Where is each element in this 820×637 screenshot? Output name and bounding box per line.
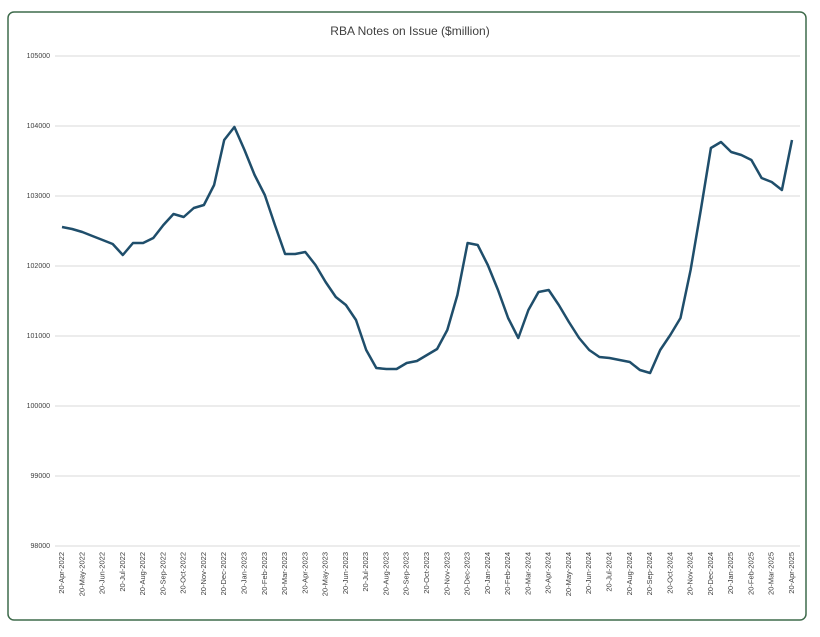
x-tick-label: 20-Jan-2023 xyxy=(239,552,248,594)
x-tick-label: 20-Apr-2023 xyxy=(300,552,309,594)
x-tick-label: 20-Jun-2023 xyxy=(341,552,350,594)
x-tick-label: 20-Mar-2025 xyxy=(767,552,776,595)
y-tick-label: 100000 xyxy=(27,403,50,410)
x-tick-label: 20-Feb-2023 xyxy=(260,552,269,595)
x-tick-label: 20-Oct-2023 xyxy=(422,552,431,594)
x-tick-label: 20-Apr-2022 xyxy=(57,552,66,594)
x-tick-label: 20-Jun-2024 xyxy=(584,552,593,594)
y-tick-label: 102000 xyxy=(27,263,50,270)
x-tick-label: 20-Sep-2023 xyxy=(402,552,411,595)
x-tick-label: 20-May-2024 xyxy=(564,552,573,596)
chart-frame xyxy=(7,11,807,621)
x-tick-label: 20-May-2023 xyxy=(321,552,330,596)
x-tick-label: 20-Aug-2022 xyxy=(138,552,147,595)
x-tick-label: 20-Feb-2024 xyxy=(503,552,512,595)
x-tick-label: 20-Jul-2023 xyxy=(361,552,370,592)
x-tick-label: 20-Nov-2022 xyxy=(199,552,208,595)
x-tick-label: 20-Oct-2022 xyxy=(179,552,188,594)
x-tick-label: 20-Jan-2025 xyxy=(726,552,735,594)
x-tick-label: 20-Feb-2025 xyxy=(746,552,755,595)
x-tick-label: 20-Apr-2025 xyxy=(787,552,796,594)
x-tick-label: 20-Mar-2024 xyxy=(523,552,532,595)
x-tick-label: 20-Apr-2024 xyxy=(544,552,553,594)
x-tick-label: 20-Oct-2024 xyxy=(665,552,674,594)
x-tick-label: 20-Dec-2022 xyxy=(219,552,228,595)
x-tick-label: 20-Nov-2023 xyxy=(442,552,451,595)
y-tick-label: 99000 xyxy=(31,473,51,480)
y-tick-label: 105000 xyxy=(27,53,50,60)
x-tick-label: 20-Jan-2024 xyxy=(483,552,492,594)
x-tick-label: 20-Mar-2023 xyxy=(280,552,289,595)
y-tick-label: 101000 xyxy=(27,333,50,340)
y-tick-label: 98000 xyxy=(31,543,51,550)
x-tick-label: 20-Aug-2024 xyxy=(625,552,634,595)
x-tick-label: 20-May-2022 xyxy=(77,552,86,596)
x-tick-label: 20-Sep-2022 xyxy=(158,552,167,595)
x-tick-label: 20-Dec-2023 xyxy=(463,552,472,595)
x-tick-label: 20-Jun-2022 xyxy=(98,552,107,594)
x-tick-label: 20-Sep-2024 xyxy=(645,552,654,595)
x-tick-label: 20-Nov-2024 xyxy=(686,552,695,595)
y-tick-label: 104000 xyxy=(27,123,50,130)
x-tick-label: 20-Aug-2023 xyxy=(381,552,390,595)
y-tick-label: 103000 xyxy=(27,193,50,200)
x-tick-label: 20-Jul-2024 xyxy=(604,552,613,592)
x-tick-label: 20-Jul-2022 xyxy=(118,552,127,592)
chart-title: RBA Notes on Issue ($million) xyxy=(330,24,489,38)
x-tick-label: 20-Dec-2024 xyxy=(706,552,715,595)
data-line xyxy=(61,125,794,375)
